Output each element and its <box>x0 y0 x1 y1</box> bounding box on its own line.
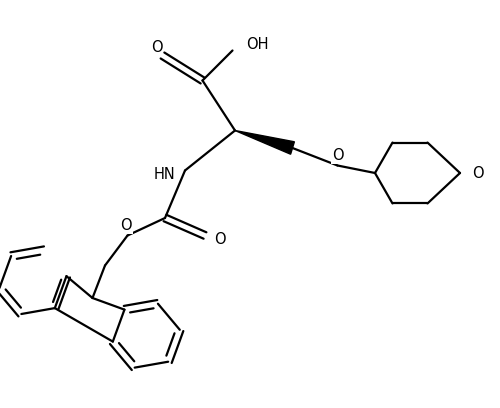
Text: O: O <box>214 232 226 247</box>
Text: O: O <box>150 40 162 55</box>
Polygon shape <box>235 131 294 154</box>
Text: O: O <box>332 148 344 163</box>
Text: HN: HN <box>154 167 175 182</box>
Text: O: O <box>472 166 484 180</box>
Text: OH: OH <box>246 37 269 52</box>
Text: O: O <box>120 218 132 233</box>
